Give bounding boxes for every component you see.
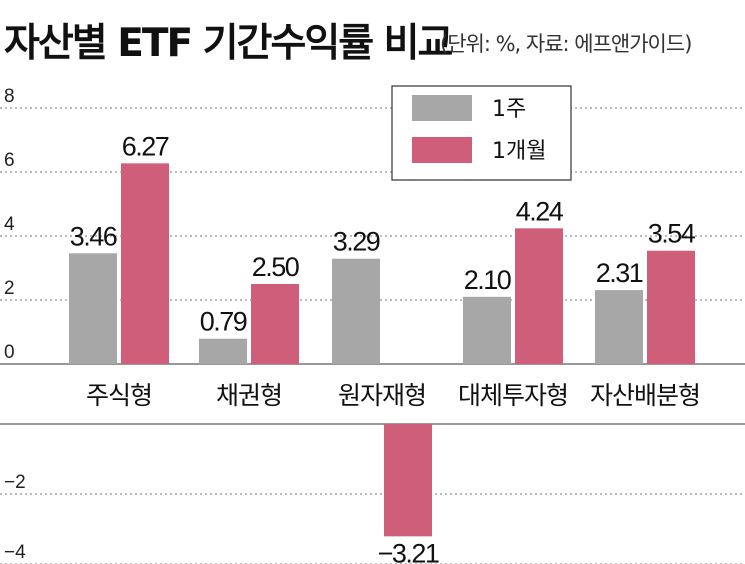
value-label: 3.54 [648,219,696,249]
value-label: 2.50 [252,252,299,282]
value-label: −3.21 [378,538,439,564]
y-tick-label: −4 [4,542,26,563]
y-tick-label: −2 [4,472,26,493]
value-label: 3.46 [70,221,117,251]
y-tick-label: 6 [4,150,15,171]
legend-swatch [412,137,472,163]
header: 자산별 ETF 기간수익률 비교 (단위: %, 자료: 에프앤가이드) [0,0,745,72]
bar-month [647,250,695,364]
y-tick-label: 8 [4,86,15,107]
bar-week [69,253,117,364]
legend-label: 1개월 [492,139,546,164]
value-label: 0.79 [200,307,247,337]
bar-week [332,258,380,364]
value-label: 3.29 [333,227,380,257]
chart-title: 자산별 ETF 기간수익률 비교 [4,21,453,66]
chart-subtitle: (단위: %, 자료: 에프앤가이드) [440,32,692,56]
category-label: 채권형 [216,381,282,410]
y-tick-label: 2 [4,278,15,299]
legend-swatch [412,95,472,121]
bar-week [595,290,643,364]
bar-week [463,296,511,364]
category-label: 원자재형 [338,381,426,410]
bar-week [199,338,247,364]
category-label: 대체투자형 [458,381,568,410]
category-label: 주식형 [86,381,152,410]
bar-month [121,163,169,364]
y-tick-label: 0 [4,342,15,363]
y-tick-label: 4 [4,214,15,235]
bar-month [515,228,563,364]
value-label: 2.10 [464,265,511,295]
bar-month [384,424,432,537]
value-label: 2.31 [596,258,643,288]
bar-month [251,284,299,364]
value-label: 4.24 [516,196,564,226]
value-label: 6.27 [122,131,169,161]
legend-label: 1주 [492,97,526,122]
category-label: 자산배분형 [590,381,700,410]
